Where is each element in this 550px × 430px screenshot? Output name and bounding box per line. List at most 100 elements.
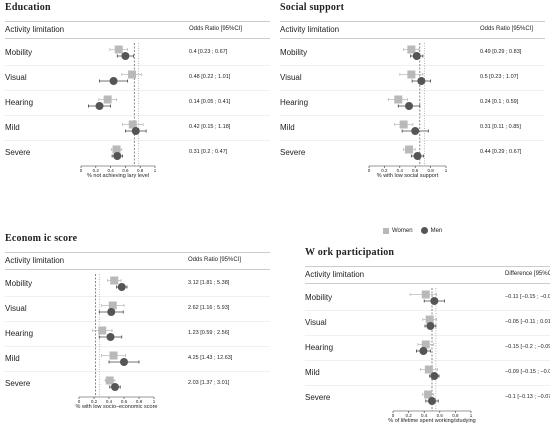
men-point: [109, 77, 118, 85]
row-effect-value: 0.24 [0.1 ; 0.59]: [480, 99, 519, 105]
x-tick-label: 1: [152, 399, 156, 404]
women-point: [407, 45, 416, 54]
x-tick-label: 0: [391, 413, 395, 418]
men-point: [430, 297, 439, 305]
row-effect-value: 0.48 [0.22 ; 1.01]: [189, 74, 231, 80]
effect-header: Odds Ratio [95%CI]: [189, 26, 243, 32]
men-point: [113, 152, 122, 160]
x-tick-label: 0: [79, 168, 83, 173]
x-tick-label: 1: [469, 413, 473, 418]
x-tick-label: 0.4: [107, 168, 114, 173]
x-tick-label: 0.8: [452, 413, 459, 418]
x-tick-label: 0.2: [405, 413, 412, 418]
row-effect-value: 2.62 [1.16 ; 5.93]: [188, 305, 230, 311]
activity-limitation-header: Activity limitation: [5, 256, 65, 265]
men-point: [426, 322, 435, 330]
women-point: [128, 70, 137, 79]
legend-men-swatch: [420, 227, 428, 234]
activity-limitation-header: Activity limitation: [5, 25, 65, 34]
men-point: [111, 383, 119, 391]
women-point: [109, 351, 118, 360]
x-tick-label: 0.8: [427, 168, 434, 173]
row-label: Hearing: [5, 98, 34, 107]
men-point: [417, 77, 426, 85]
x-tick-label: 0.6: [120, 399, 128, 404]
men-point: [121, 52, 130, 60]
men-point: [117, 283, 126, 291]
x-tick-label: 0.6: [412, 168, 419, 173]
forest-plot-svg: [280, 21, 545, 168]
row-effect-value: −0.09 [−0.15 ; −0.03]: [505, 369, 550, 375]
x-tick-label: 0.2: [381, 168, 388, 173]
women-point: [110, 276, 119, 285]
row-effect-value: 3.12 [1.81 ; 5.38]: [188, 280, 230, 286]
x-tick-label: 0.4: [105, 399, 113, 404]
x-tick-label: 0: [77, 399, 81, 404]
legend-women-swatch: [383, 227, 389, 234]
x-tick-label: 0.6: [436, 413, 443, 418]
row-label: Severe: [305, 393, 331, 402]
x-tick-label: 1: [444, 168, 448, 173]
effect-header: Odds Ratio [95%CI]: [480, 26, 534, 32]
legend: Women Men: [383, 227, 442, 234]
row-label: Mild: [280, 123, 295, 132]
activity-limitation-header: Activity limitation: [280, 25, 340, 34]
row-label: Visual: [5, 73, 27, 82]
row-effect-value: −0.11 [−0.15 ; −0.06]: [505, 294, 550, 300]
x-tick-label: 0.2: [90, 399, 98, 404]
panel-work-participation: W ork participation Activity limitation Di…: [305, 247, 550, 430]
x-tick-label: 1: [153, 168, 157, 173]
women-point: [105, 376, 114, 385]
men-point: [413, 152, 422, 160]
row-effect-value: 0.14 [0.05 ; 0.41]: [189, 99, 231, 105]
men-point: [430, 372, 439, 380]
row-effect-value: 0.49 [0.29 ; 0.83]: [480, 49, 522, 55]
row-effect-value: 4.25 [1.43 ; 12.63]: [188, 355, 233, 361]
men-point: [120, 358, 128, 366]
row-effect-value: 0.31 [0.11 ; 0.85]: [480, 124, 521, 130]
row-effect-value: −0.05 [−0.11 ; 0.01]: [505, 319, 550, 325]
women-point: [421, 290, 430, 299]
women-point: [394, 95, 403, 104]
row-label: Mobility: [5, 279, 33, 288]
men-point: [411, 127, 420, 135]
x-tick-label: 0.6: [122, 168, 129, 173]
x-tick-label: 0: [367, 168, 371, 173]
row-effect-value: 2.03 [1.37 ; 3.01]: [188, 380, 230, 386]
chart-title: Education: [5, 2, 51, 13]
legend-men-label: Men: [430, 227, 443, 234]
x-tick-label: 0.8: [137, 168, 144, 173]
women-point: [399, 120, 408, 129]
women-point: [112, 145, 121, 154]
men-point: [107, 308, 116, 316]
x-tick-label: 0.4: [396, 168, 403, 173]
row-effect-value: −0.1 [−0.13 ; −0.07]: [505, 394, 550, 400]
x-tick-label: 0.2: [92, 168, 99, 173]
chart-title: Econom ic score: [5, 233, 78, 244]
activity-limitation-header: Activity limitation: [305, 270, 365, 279]
forest-plot-svg: [305, 266, 550, 413]
women-point: [424, 390, 433, 399]
row-label: Mobility: [305, 293, 333, 302]
x-tick-label: 0.8: [135, 399, 143, 404]
women-point: [421, 340, 430, 349]
men-point: [412, 52, 421, 60]
forest-plot-svg: [5, 21, 270, 168]
men-point: [106, 333, 115, 341]
row-label: Mobility: [5, 48, 33, 57]
women-point: [424, 365, 433, 374]
chart-title: Social support: [280, 2, 345, 13]
chart-title: W ork participation: [305, 247, 395, 258]
row-label: Mild: [305, 368, 320, 377]
row-label: Visual: [5, 304, 27, 313]
women-point: [114, 45, 123, 54]
row-effect-value: 0.44 [0.29 ; 0.67]: [480, 149, 522, 155]
row-effect-value: −0.15 [−0.2 ; −0.09]: [505, 344, 550, 350]
row-label: Hearing: [280, 98, 309, 107]
x-axis-label: % with low socio–economic score: [75, 404, 158, 410]
legend-women-label: Women: [392, 227, 413, 234]
x-axis-label: % of lifetime spent working/studying: [388, 418, 476, 424]
men-point: [419, 347, 428, 355]
row-effect-value: 0.42 [0.15 ; 1.18]: [189, 124, 231, 130]
x-axis-label: % not achieving lary level: [86, 173, 150, 179]
